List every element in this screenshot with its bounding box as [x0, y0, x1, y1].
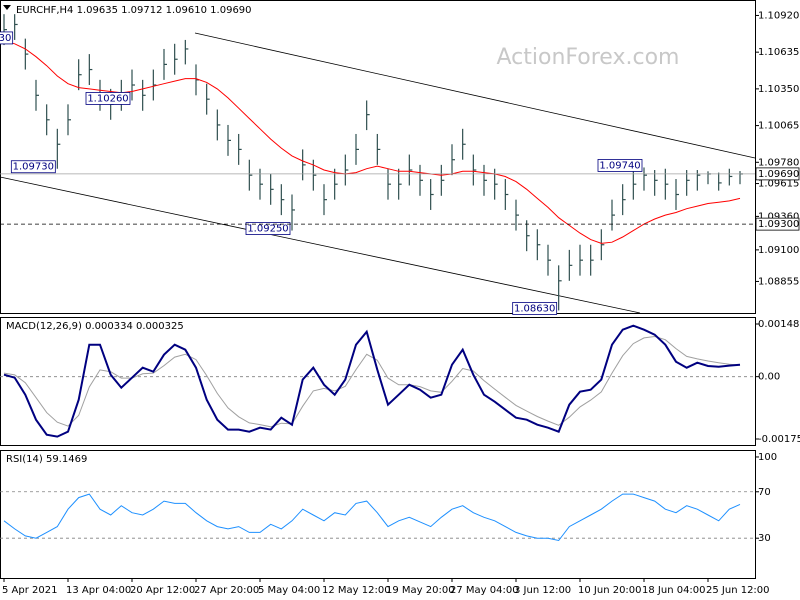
annotation-box: [10, 160, 56, 174]
macd-line: [3, 324, 741, 438]
y-tick-label: 1.08855: [758, 276, 799, 287]
y-tick-label: 30: [758, 533, 771, 544]
level-box: [755, 217, 800, 231]
x-tick-label: 27 May 04:00: [450, 585, 519, 596]
signal-line: [3, 335, 741, 428]
rsi-header: RSI(14) 59.1469: [6, 454, 87, 465]
y-tick-label: 1.10635: [758, 47, 799, 58]
y-tick-label: 1.09100: [758, 245, 799, 256]
annotation-box: [245, 222, 291, 235]
level-label: 1.09300: [758, 219, 799, 230]
macd-header: MACD(12,26,9) 0.000334 0.000325: [6, 321, 184, 332]
x-tick-label: 10 Jun 20:00: [578, 585, 642, 596]
annotation-box: [85, 92, 131, 105]
channel-upper: [194, 32, 756, 159]
y-tick-label: 100: [758, 452, 777, 463]
y-tick-label: 0.00: [758, 372, 780, 383]
annotation-label: 1.09730: [13, 162, 54, 173]
annotation-label: 1.09740: [599, 160, 640, 171]
y-tick-label: 1.09615: [758, 179, 799, 190]
y-tick-label: 0.001482: [758, 319, 800, 330]
x-tick-label: 5 May 04:00: [258, 585, 320, 596]
price-panel: [0, 0, 756, 314]
annotation-label: 1.10260: [87, 93, 128, 104]
x-tick-label: 25 Jun 12:00: [706, 585, 770, 596]
x-tick-label: 3 Jun 12:00: [514, 585, 571, 596]
annotation-box: [597, 159, 643, 172]
channel-lower: [0, 176, 641, 314]
annotation-label: 1.08630: [514, 303, 555, 314]
annotation-label: 1.09250: [247, 224, 288, 235]
x-tick-label: 27 Apr 20:00: [194, 585, 259, 596]
y-tick-label: -0.001754: [758, 434, 800, 445]
y-tick-label: 1.10065: [758, 121, 799, 132]
y-tick-label: 1.10350: [758, 84, 799, 95]
annotation-box: [512, 302, 558, 315]
price-header: EURCHF,H4 1.09635 1.09712 1.09610 1.0969…: [16, 5, 252, 16]
macd-panel: [0, 317, 756, 446]
annotation-label: 1.10730: [0, 33, 11, 44]
y-tick-label: 70: [758, 487, 771, 498]
x-tick-label: 20 Apr 12:00: [130, 585, 195, 596]
annotation-box: [0, 31, 14, 45]
watermark: ActionForex.com: [497, 45, 680, 70]
x-tick-label: 13 Apr 04:00: [66, 585, 131, 596]
level-box: [755, 167, 800, 181]
x-tick-label: 18 Jun 04:00: [642, 585, 706, 596]
menu-arrow[interactable]: [3, 5, 11, 10]
level-label: 1.09690: [758, 169, 799, 180]
y-tick-label: 1.09360: [758, 211, 799, 222]
rsi-line: [3, 493, 741, 542]
x-tick-label: 5 Apr 2021: [2, 585, 57, 596]
x-tick-label: 12 May 12:00: [322, 585, 391, 596]
y-tick-label: 1.10920: [758, 10, 799, 21]
y-tick-label: 1.09780: [758, 157, 799, 168]
x-tick-label: 19 May 20:00: [386, 585, 455, 596]
rsi-panel: [0, 450, 756, 579]
